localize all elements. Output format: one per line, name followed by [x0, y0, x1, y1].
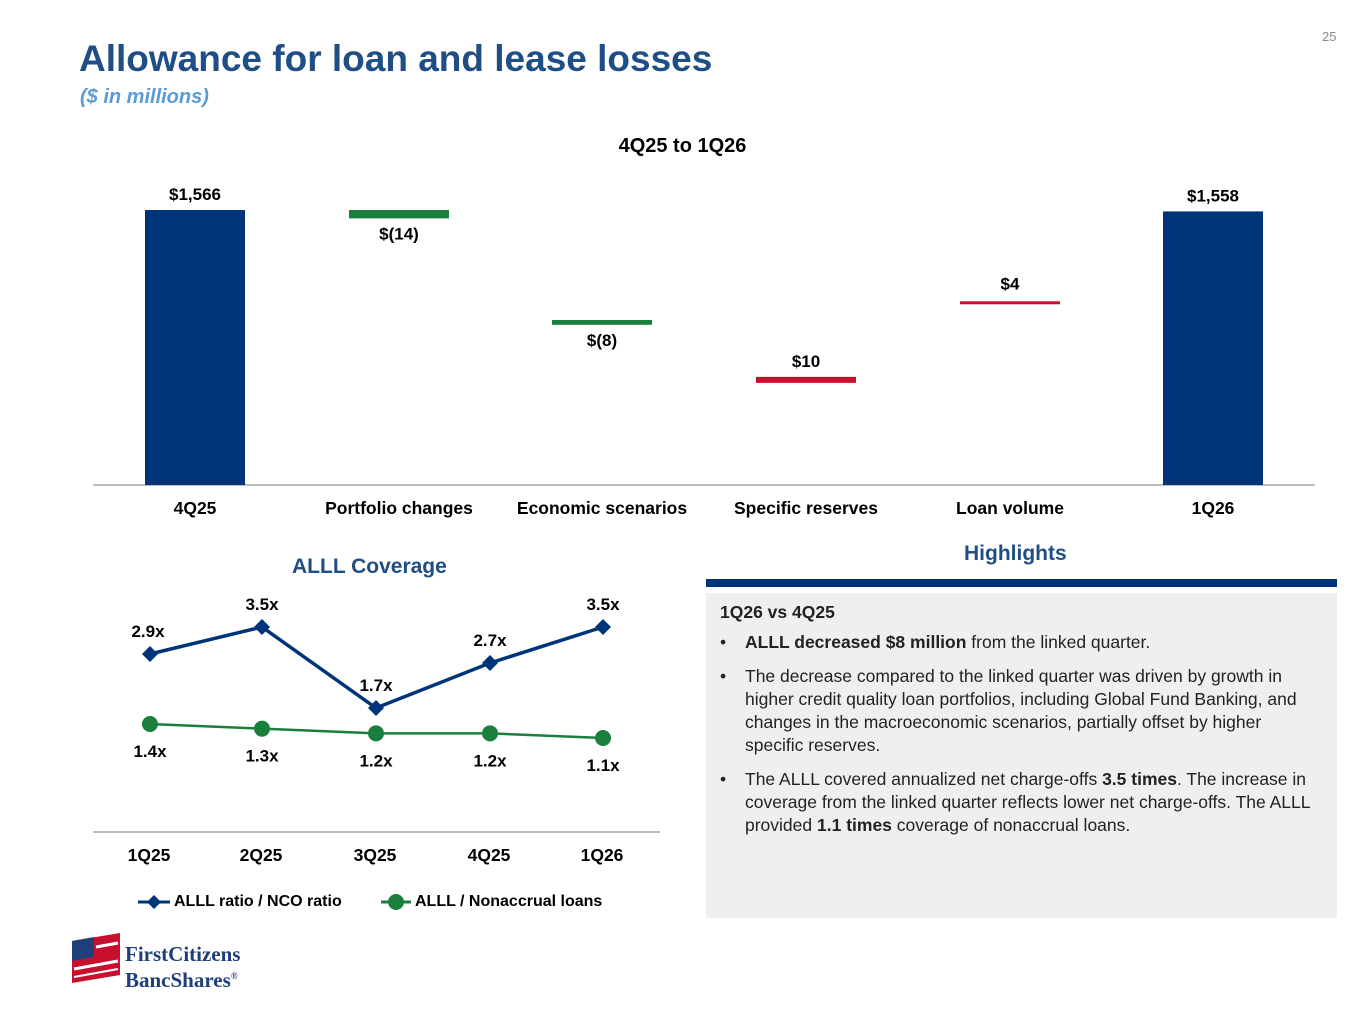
- highlight-bullet: • The ALLL covered annualized net charge-…: [720, 769, 1310, 835]
- data-label-nco: 2.7x: [473, 631, 507, 650]
- data-point-nco: [254, 619, 270, 635]
- data-label-nco: 3.5x: [586, 595, 620, 614]
- legend-item-nonaccrual: ALLL / Nonaccrual loans: [381, 893, 602, 911]
- data-point-nonaccrual: [368, 725, 384, 742]
- logo-line1: FirstCitizens: [125, 942, 241, 966]
- waterfall-bar: [1163, 211, 1263, 485]
- data-point-nco: [142, 646, 158, 662]
- data-label-nco: 3.5x: [245, 595, 279, 614]
- series-line-nco: [149, 625, 604, 710]
- page-subtitle: ($ in millions): [80, 86, 209, 108]
- data-point-nonaccrual: [142, 716, 158, 732]
- coverage-category-label: 3Q25: [354, 845, 397, 865]
- data-point-nco: [482, 655, 498, 671]
- waterfall-data-label: $4: [1001, 274, 1020, 293]
- legend-label-nonaccrual: ALLL / Nonaccrual loans: [415, 893, 603, 910]
- page-title: Allowance for loan and lease losses: [79, 38, 713, 79]
- legend-label-nco: ALLL ratio / NCO ratio: [174, 893, 342, 910]
- data-point-nonaccrual: [254, 720, 270, 737]
- waterfall-title: 4Q25 to 1Q26: [618, 135, 747, 157]
- coverage-title: ALLL Coverage: [292, 555, 447, 578]
- waterfall-category-label: 1Q26: [1192, 498, 1235, 518]
- data-label-nonaccrual: 1.2x: [359, 751, 393, 770]
- waterfall-category-label: Loan volume: [956, 498, 1064, 518]
- highlights-title: Highlights: [964, 542, 1067, 565]
- data-point-nco: [368, 700, 384, 716]
- data-label-nonaccrual: 1.1x: [586, 756, 620, 775]
- waterfall-category-label: Portfolio changes: [325, 498, 473, 518]
- logo-line2: BancShares: [125, 968, 231, 992]
- coverage-chart: 2.9x 3.5x 1.7x 2.7x 3.5x 1.4x 1.3x 1.2x 1.2x 1.1x…: [93, 595, 660, 865]
- company-logo: FirstCitizens BancShares®: [70, 931, 270, 991]
- waterfall-bar: [756, 376, 856, 383]
- waterfall-data-label: $10: [792, 352, 820, 371]
- data-label-nonaccrual: 1.4x: [133, 742, 167, 761]
- data-label-nco: 2.9x: [131, 622, 165, 641]
- waterfall-data-label: $1,566: [169, 185, 221, 204]
- waterfall-category-label: 4Q25: [174, 498, 217, 518]
- waterfall-bar: [349, 210, 449, 219]
- highlights-divider: [706, 579, 1337, 587]
- data-label-nonaccrual: 1.2x: [473, 751, 507, 770]
- waterfall-bar: [552, 320, 652, 325]
- data-point-nonaccrual: [482, 725, 498, 742]
- legend-item-nco: ALLL ratio / NCO ratio: [138, 893, 342, 911]
- coverage-category-label: 1Q26: [581, 845, 624, 865]
- page-number: 25: [1322, 29, 1337, 44]
- circle-marker-icon: [381, 894, 411, 910]
- highlights-subheading: 1Q26 vs 4Q25: [720, 602, 835, 622]
- waterfall-data-label: $(14): [379, 224, 419, 243]
- waterfall-data-label: $1,558: [1187, 186, 1239, 205]
- waterfall-bar: [145, 210, 245, 485]
- highlight-bullet: • ALLL decreased $8 million from the link…: [720, 632, 1151, 652]
- waterfall-category-label: Specific reserves: [734, 498, 878, 518]
- highlights-panel: 1Q26 vs 4Q25 • ALLL decreased $8 million …: [706, 593, 1337, 918]
- waterfall-category-label: Economic scenarios: [517, 498, 687, 518]
- waterfall-data-label: $(8): [587, 331, 617, 350]
- highlights-list: • ALLL decreased $8 million from the link…: [720, 631, 1317, 837]
- data-label-nco: 1.7x: [359, 676, 393, 695]
- coverage-category-label: 2Q25: [240, 845, 283, 865]
- flag-logo-icon: [72, 933, 120, 983]
- coverage-category-label: 1Q25: [128, 845, 171, 865]
- highlight-bullet: • The decrease compared to the linked qua…: [720, 666, 1297, 755]
- waterfall-bar: [960, 301, 1060, 305]
- coverage-category-label: 4Q25: [468, 845, 511, 865]
- data-point-nonaccrual: [595, 730, 611, 746]
- data-point-nco: [595, 619, 611, 635]
- data-label-nonaccrual: 1.3x: [245, 747, 279, 766]
- waterfall-chart: $1,566 4Q25 $(14) Portfolio changes $(8) Econ…: [93, 185, 1315, 518]
- diamond-marker-icon: [138, 895, 170, 909]
